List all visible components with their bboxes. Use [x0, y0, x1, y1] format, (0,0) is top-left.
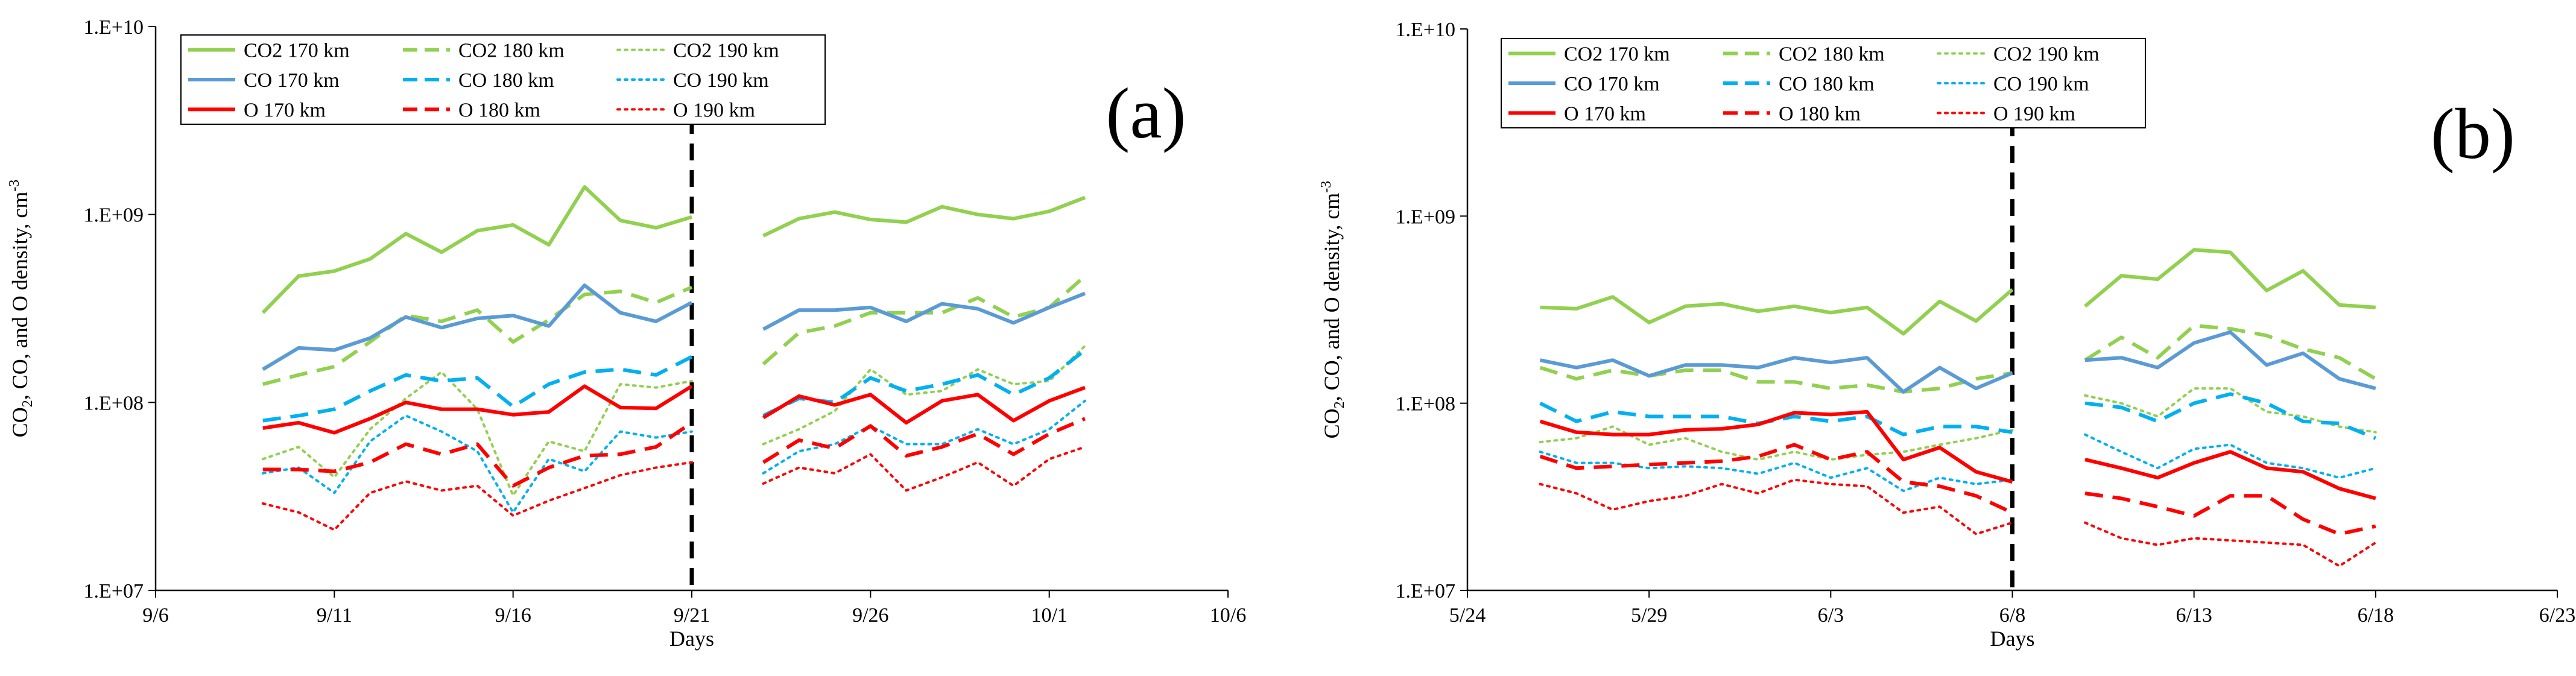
x-tick-label: 10/1	[1031, 604, 1067, 627]
legend-label: CO2 190 km	[1993, 43, 2100, 66]
legend-label: CO2 170 km	[244, 40, 350, 62]
x-tick-label: 6/18	[2358, 604, 2394, 627]
legend-label: CO 180 km	[1779, 73, 1875, 95]
x-tick-label: 6/13	[2176, 604, 2212, 627]
y-tick-label: 1.E+09	[84, 204, 144, 227]
legend-label: CO 180 km	[458, 69, 554, 92]
legend-label: CO 190 km	[673, 69, 769, 92]
legend: CO2 170 km CO2 180 km CO2 190 km CO 170 km C…	[1501, 39, 2145, 128]
x-tick-label: 10/6	[1210, 604, 1246, 627]
legend-label: CO 190 km	[1993, 73, 2089, 95]
x-tick-label: 5/29	[1631, 604, 1667, 627]
legend-label: CO 170 km	[1564, 73, 1660, 95]
x-tick-label: 6/8	[1999, 604, 2025, 627]
x-tick-label: 9/26	[852, 604, 888, 627]
legend-label: O 170 km	[244, 99, 326, 121]
legend-label: CO2 180 km	[1779, 43, 1885, 66]
y-tick-label: 1.E+09	[1396, 206, 1455, 228]
panel-label: (b)	[2431, 93, 2515, 174]
x-tick-label: 9/16	[495, 604, 531, 627]
panel-label: (a)	[1106, 73, 1186, 153]
y-axis-label: CO2, CO, and O density, cm-3	[1318, 181, 1347, 439]
y-tick-label: 1.E+10	[1396, 19, 1455, 41]
y-axis-label: CO2, CO, and O density, cm-3	[7, 180, 36, 438]
x-tick-label: 9/11	[317, 604, 352, 627]
legend-label: CO2 170 km	[1564, 43, 1670, 66]
legend: CO2 170 km CO2 180 km CO2 190 km CO 170 km C…	[181, 35, 825, 124]
y-tick-label: 1.E+07	[84, 580, 144, 602]
x-tick-label: 9/21	[674, 604, 710, 627]
legend-label: O 170 km	[1564, 103, 1646, 125]
x-tick-label: 6/23	[2539, 604, 2575, 627]
legend-label: O 180 km	[458, 99, 540, 121]
legend-label: CO2 190 km	[673, 40, 779, 62]
x-axis-label: Days	[1990, 627, 2035, 651]
legend-label: O 190 km	[673, 99, 755, 121]
legend-label: O 180 km	[1779, 103, 1861, 125]
legend-label: O 190 km	[1993, 103, 2075, 125]
x-tick-label: 6/3	[1818, 604, 1844, 627]
x-axis-label: Days	[669, 627, 714, 651]
y-tick-label: 1.E+08	[84, 392, 144, 414]
y-tick-label: 1.E+10	[84, 16, 144, 39]
x-tick-label: 5/24	[1449, 604, 1486, 627]
y-tick-label: 1.E+08	[1396, 393, 1455, 415]
legend-label: CO 170 km	[244, 69, 340, 92]
y-tick-label: 1.E+07	[1396, 580, 1455, 602]
legend-label: CO2 180 km	[458, 40, 565, 62]
x-tick-label: 9/6	[142, 604, 168, 627]
